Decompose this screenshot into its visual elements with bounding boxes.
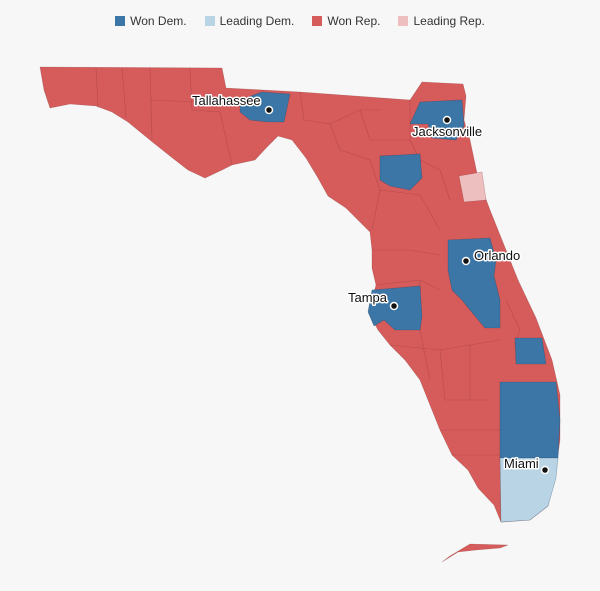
tallahassee-marker xyxy=(264,105,274,115)
jacksonville-label: Jacksonville xyxy=(412,124,482,139)
jacksonville-marker xyxy=(442,115,452,125)
florida-keys xyxy=(441,543,509,563)
leon-county-won-dem xyxy=(239,91,291,123)
legend-swatch-won-dem xyxy=(115,16,126,26)
tallahassee-label: Tallahassee xyxy=(192,93,261,108)
legend-label-won-dem: Won Dem. xyxy=(130,14,187,28)
florida-state-shape xyxy=(39,66,561,523)
legend-item-won-rep: Won Rep. xyxy=(312,14,380,28)
map-legend: Won Dem. Leading Dem. Won Rep. Leading R… xyxy=(0,14,600,28)
flagler-county-leading-rep xyxy=(458,171,487,203)
duval-county-won-dem xyxy=(409,99,465,141)
legend-item-won-dem: Won Dem. xyxy=(115,14,187,28)
legend-item-leading-dem: Leading Dem. xyxy=(204,14,295,28)
tampa-label: Tampa xyxy=(348,290,388,305)
palm-beach-broward-counties-won-dem xyxy=(499,381,561,459)
orlando-label: Orlando xyxy=(474,248,520,263)
miami-label: Miami xyxy=(504,456,539,471)
orange-osceola-counties-won-dem xyxy=(447,237,501,329)
orlando-marker xyxy=(461,256,471,266)
legend-label-leading-dem: Leading Dem. xyxy=(219,14,295,28)
legend-swatch-leading-rep xyxy=(398,16,409,26)
tampa-marker xyxy=(389,301,399,311)
alachua-county-won-dem xyxy=(379,153,423,191)
legend-label-won-rep: Won Rep. xyxy=(327,14,381,28)
legend-swatch-leading-dem xyxy=(204,16,215,26)
miami-marker xyxy=(540,465,550,475)
st-lucie-county-won-dem xyxy=(514,337,547,365)
miami-dade-county-leading-dem xyxy=(499,457,559,523)
legend-swatch-won-rep xyxy=(312,16,323,26)
legend-item-leading-rep: Leading Rep. xyxy=(398,14,485,28)
legend-label-leading-rep: Leading Rep. xyxy=(413,14,485,28)
